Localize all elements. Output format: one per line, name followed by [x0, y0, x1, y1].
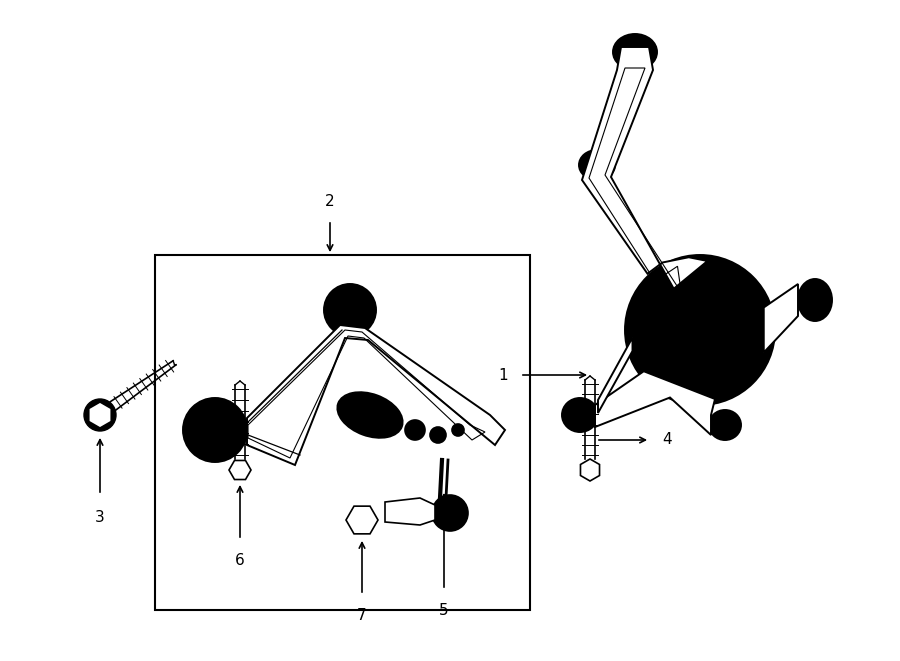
Text: 6: 6: [235, 553, 245, 568]
Bar: [155, 255, 530, 610]
Circle shape: [642, 272, 758, 388]
Circle shape: [568, 403, 592, 427]
Circle shape: [405, 420, 425, 440]
Text: 4: 4: [662, 432, 671, 447]
Ellipse shape: [613, 34, 657, 70]
Circle shape: [621, 38, 649, 66]
Polygon shape: [582, 47, 707, 289]
Polygon shape: [598, 338, 633, 413]
Polygon shape: [595, 371, 715, 435]
Circle shape: [430, 427, 446, 443]
Text: 1: 1: [499, 368, 508, 383]
Ellipse shape: [579, 150, 615, 180]
Polygon shape: [764, 284, 798, 352]
Circle shape: [625, 255, 775, 405]
Circle shape: [715, 415, 735, 435]
Circle shape: [353, 511, 371, 529]
Polygon shape: [580, 459, 599, 481]
Circle shape: [324, 284, 376, 336]
Polygon shape: [385, 498, 435, 525]
Polygon shape: [89, 402, 112, 428]
Text: 7: 7: [357, 608, 367, 623]
Text: 2: 2: [325, 194, 335, 209]
Circle shape: [432, 495, 468, 531]
Circle shape: [452, 424, 464, 436]
Ellipse shape: [798, 279, 832, 321]
Circle shape: [440, 503, 460, 523]
Polygon shape: [346, 506, 378, 534]
Circle shape: [84, 399, 116, 431]
Text: 5: 5: [439, 603, 449, 618]
Text: 3: 3: [95, 510, 105, 525]
Ellipse shape: [709, 410, 741, 440]
Polygon shape: [229, 461, 251, 479]
Ellipse shape: [562, 398, 598, 432]
Circle shape: [586, 154, 608, 176]
Ellipse shape: [338, 392, 402, 438]
Polygon shape: [247, 325, 505, 465]
Circle shape: [803, 288, 827, 312]
Circle shape: [335, 295, 365, 325]
Circle shape: [183, 398, 247, 462]
Circle shape: [196, 411, 234, 449]
